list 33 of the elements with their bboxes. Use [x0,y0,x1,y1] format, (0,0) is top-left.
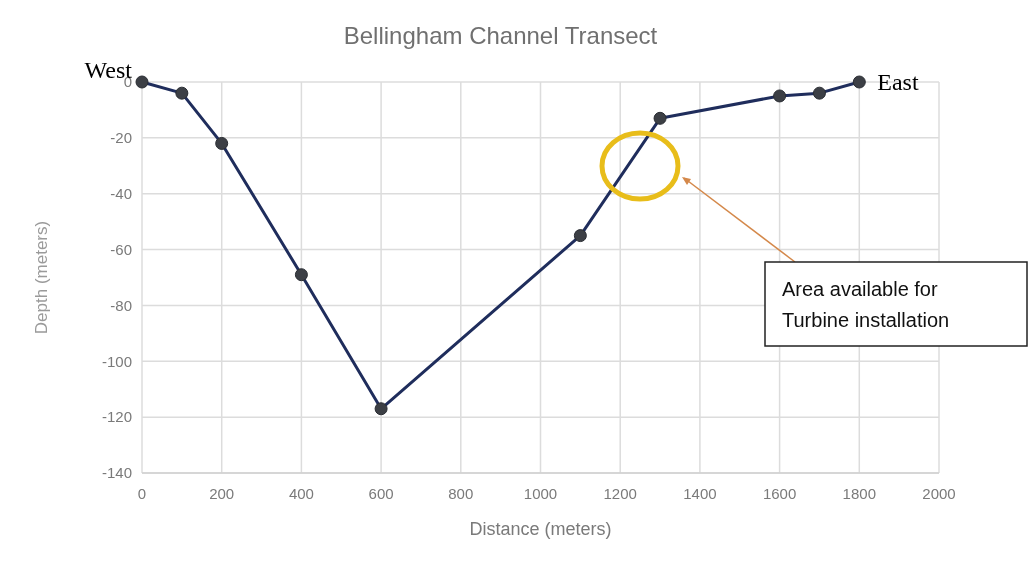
point [374,402,388,416]
x-tick-label: 1600 [762,485,797,502]
point [852,75,866,89]
y-tick-label: -100 [101,352,132,370]
chart-title: Bellingham Channel Transect [343,22,658,49]
point [573,229,587,243]
point [773,89,787,103]
y-tick-label: -120 [101,408,132,426]
point [175,86,189,100]
annotation: East [877,69,919,95]
y-tick-label: -80 [110,296,132,314]
x-tick-label: 1200 [603,485,637,502]
y-tick-label: -140 [101,464,132,482]
x-tick-label: 200 [209,485,235,502]
point [653,111,667,125]
x-tick-label: 1000 [523,485,558,502]
y-tick-label: -60 [110,240,132,258]
point [812,86,826,100]
y-tick-label: -40 [110,184,132,202]
annotation: Area available for Turbine installation [782,278,950,331]
y-axis-title: Depth (meters) [32,220,51,335]
x-tick-label: 1800 [842,485,876,502]
x-tick-label: 800 [448,485,474,502]
point [135,75,149,89]
x-tick-label: 2000 [922,485,956,502]
x-tick-label: 600 [368,485,394,502]
point [294,268,308,282]
x-tick-label: 1400 [683,485,717,502]
x-tick-label: 400 [288,485,314,502]
x-tick-label: 0 [137,485,147,502]
y-tick-label: -20 [110,129,132,147]
x-axis-title: Distance (meters) [469,519,612,539]
point [215,136,229,150]
